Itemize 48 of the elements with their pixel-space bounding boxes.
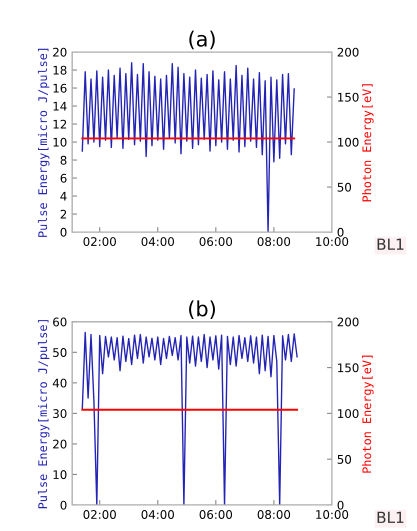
y2-tick-label: 150 [338,92,359,102]
text: BL1 [378,512,404,523]
chart-title: (b) [189,300,215,319]
x-tick-label: 04:00 [142,510,174,519]
x-tick-label: 06:00 [200,237,232,246]
y-tick-label: 8 [60,156,66,165]
y2-tick-label: 150 [338,363,359,372]
line-series [82,332,298,505]
x-tick-label: 04:00 [142,237,174,246]
y-tick-label: 0 [60,228,66,237]
text: BL1 [378,238,404,250]
line-series [82,62,295,232]
y-axis-title: Pulse Energy[micro J/pulse] [38,320,50,508]
y-tick-label: 18 [54,66,66,75]
y-tick-label: 50 [53,348,66,357]
y2-tick-label: 50 [338,454,352,464]
x-tick-label: 10:00 [316,510,348,519]
y-tick-label: 40 [52,378,66,388]
y2-tick-label: 100 [338,138,359,147]
y-tick-label: 10 [54,138,66,147]
x-tick-label: 02:00 [83,237,116,246]
y2-tick-label: 0 [338,500,344,510]
y2-tick-label: 0 [338,228,344,237]
y-tick-label: 2 [60,210,66,219]
y-tick-label: 60 [53,318,66,326]
y-tick-label: 0 [60,500,66,510]
y-tick-label: 20 [53,440,66,449]
y-axis-title: Pulse Energy[micro J/pulse] [38,48,50,237]
x-tick-label: 10:00 [316,237,348,246]
y-tick-label: 14 [54,102,67,111]
y-tick-label: 16 [54,84,67,93]
y2-tick-label: 50 [338,182,352,192]
x-tick-label: 08:00 [258,510,290,519]
x-tick-label: 02:00 [83,510,116,519]
y2-tick-label: 100 [338,409,359,418]
y2-axis-title: Photon Energy[eV] [362,356,374,473]
y-tick-label: 20 [53,48,66,57]
x-tick-label: 08:00 [258,237,290,246]
chart-title: (a) [189,30,215,50]
y-tick-label: 30 [53,409,66,418]
y-tick-label: 12 [54,120,66,129]
y2-tick-label: 200 [338,48,359,57]
y-tick-label: 4 [60,192,67,201]
y2-axis-title: Photon Energy[eV] [362,84,374,202]
x-tick-label: 06:00 [200,510,232,519]
y2-tick-label: 200 [338,318,359,326]
y-tick-label: 6 [60,174,67,183]
y-tick-label: 10 [54,470,66,480]
